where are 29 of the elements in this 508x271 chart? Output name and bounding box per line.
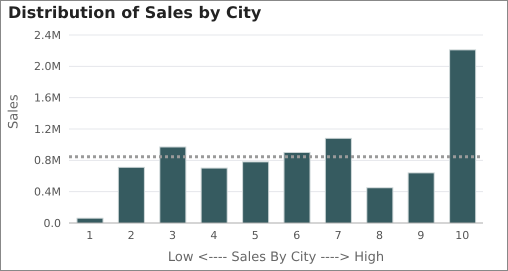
x-axis-title: Low <---- Sales By City ----> High bbox=[168, 250, 384, 265]
x-tick-label: 10 bbox=[455, 228, 470, 242]
x-tick-label: 9 bbox=[417, 228, 424, 242]
y-tick-label: 1.2M bbox=[34, 122, 61, 136]
bar bbox=[284, 152, 310, 223]
bar bbox=[366, 187, 394, 223]
y-tick-label: 0.8M bbox=[34, 154, 61, 168]
bar bbox=[408, 172, 435, 223]
x-tick-label: 5 bbox=[252, 228, 259, 242]
y-tick-label: 1.6M bbox=[34, 92, 61, 105]
x-tick-label: 3 bbox=[169, 228, 176, 242]
bar bbox=[118, 166, 145, 223]
bar bbox=[324, 138, 352, 223]
bar bbox=[449, 49, 476, 223]
y-axis-title: Sales bbox=[6, 94, 22, 129]
x-tick-label: 7 bbox=[334, 228, 342, 242]
y-tick-label: 2.0M bbox=[34, 60, 61, 74]
y-tick-label: 0.0 bbox=[44, 216, 61, 230]
x-tick-label: 8 bbox=[376, 228, 383, 242]
bar bbox=[200, 168, 228, 223]
x-tick-label: 6 bbox=[293, 228, 300, 242]
x-tick-label: 2 bbox=[128, 228, 135, 242]
y-tick-label: 2.4M bbox=[34, 28, 61, 42]
bar bbox=[242, 161, 270, 223]
bar bbox=[159, 146, 186, 223]
y-tick-label: 0.4M bbox=[34, 186, 61, 199]
chart-title: Distribution of Sales by City bbox=[8, 3, 262, 22]
x-tick-label: 1 bbox=[86, 228, 94, 242]
x-tick-label: 4 bbox=[210, 228, 218, 242]
